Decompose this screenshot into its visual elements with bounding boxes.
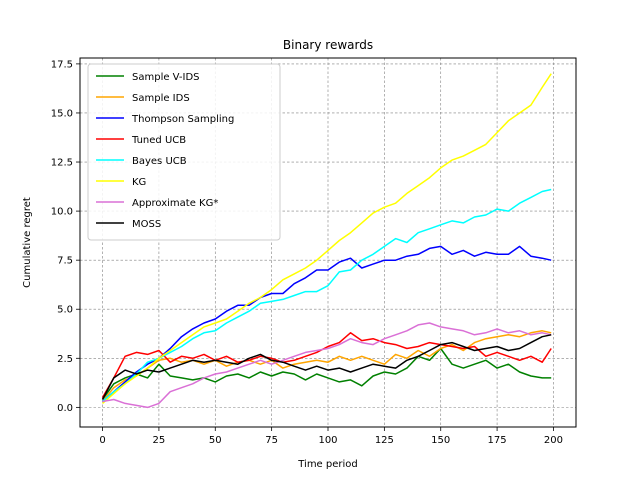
legend-entry-label: Approximate KG* — [132, 198, 218, 209]
legend-entry-label: Sample IDS — [132, 93, 190, 104]
legend: Sample V-IDS Sample IDS Thompson Sampling T… — [87, 63, 281, 241]
legend-entry-label: MOSS — [132, 219, 161, 230]
x-tick-label: 75 — [265, 435, 278, 446]
series-lines — [101, 73, 552, 409]
axis-ticks: 0 25 50 75 100 125 150 175 200 0.0 2.5 5.0 7.5 10.0 12… — [51, 59, 563, 446]
legend-entry-label: Sample V-IDS — [132, 72, 200, 83]
series-line-bayes-ucb — [102, 188, 552, 403]
legend-entry-label: Tuned UCB — [131, 135, 186, 146]
legend-entry-label: Thompson Sampling — [131, 114, 234, 125]
x-tick-label: 50 — [209, 435, 222, 446]
y-tick-label: 15.0 — [51, 108, 73, 119]
x-axis-label: Time period — [297, 459, 358, 470]
y-tick-label: 2.5 — [57, 354, 73, 365]
x-tick-label: 150 — [431, 435, 450, 446]
y-tick-label: 12.5 — [51, 158, 73, 169]
series-line-moss — [101, 334, 552, 400]
y-tick-label: 7.5 — [57, 256, 73, 267]
x-tick-label: 175 — [488, 435, 507, 446]
series-line-sample-ids — [101, 330, 552, 402]
x-tick-label: 0 — [99, 435, 105, 446]
legend-entry-label: KG — [132, 177, 146, 188]
series-line-approximate-kg — [102, 322, 552, 409]
legend-entry-label: Bayes UCB — [132, 156, 187, 167]
series-line-thompson-sampling — [102, 245, 552, 403]
series-line-kg — [102, 73, 552, 404]
y-tick-label: 10.0 — [51, 207, 73, 218]
x-tick-label: 200 — [544, 435, 563, 446]
y-tick-label: 5.0 — [57, 305, 73, 316]
y-axis-label: Cumulative regret — [22, 197, 33, 288]
x-tick-label: 25 — [153, 435, 166, 446]
series-line-sample-v-ids — [101, 347, 552, 400]
chart-title: Binary rewards — [283, 38, 373, 52]
y-tick-label: 0.0 — [57, 403, 73, 414]
legend-box — [87, 63, 281, 241]
y-tick-label: 17.5 — [51, 59, 73, 70]
x-tick-label: 100 — [318, 435, 337, 446]
x-tick-label: 125 — [375, 435, 394, 446]
